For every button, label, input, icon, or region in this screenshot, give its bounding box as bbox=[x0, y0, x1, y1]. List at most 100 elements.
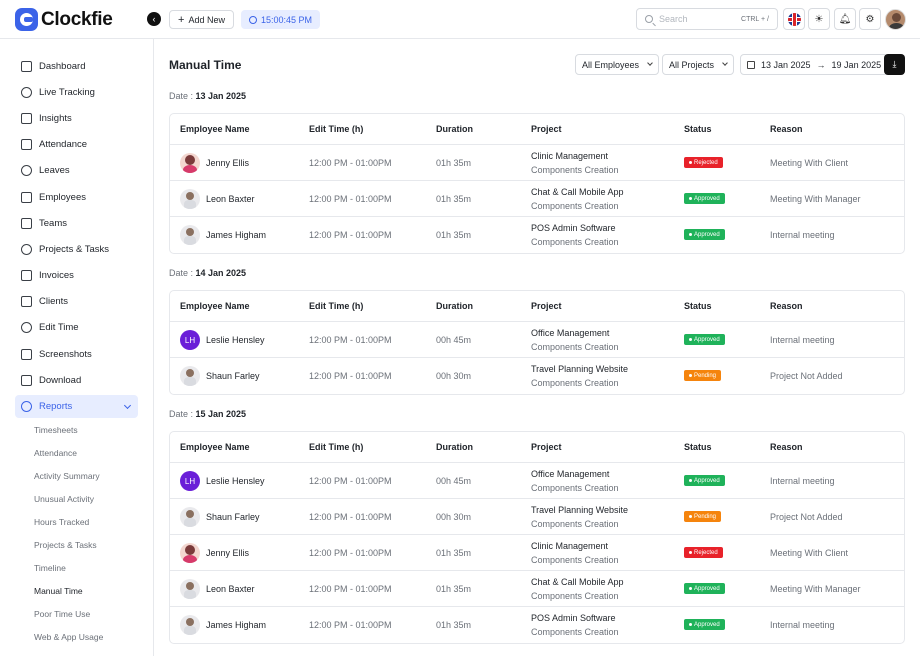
table-row[interactable]: LH Leslie Hensley 12:00 PM - 01:00PM 00h 45… bbox=[170, 322, 904, 358]
reports-sub-item[interactable]: Activity Summary bbox=[34, 471, 100, 481]
date-group-label: Date : 15 Jan 2025 bbox=[169, 409, 246, 419]
project-name: POS Admin Software bbox=[531, 613, 616, 623]
duration-cell: 01h 35m bbox=[436, 548, 472, 558]
sidebar: Dashboard Live Tracking Insights Attendance… bbox=[0, 39, 154, 656]
table-row[interactable]: LH Leslie Hensley 12:00 PM - 01:00PM 00h 45… bbox=[170, 463, 904, 499]
sidebar-item-download[interactable]: Download bbox=[15, 369, 138, 392]
add-new-button[interactable]: + Add New bbox=[169, 10, 234, 29]
table-row[interactable]: James Higham 12:00 PM - 01:00PM 01h 35m POS… bbox=[170, 217, 904, 253]
live-tracking-icon bbox=[21, 87, 32, 98]
employee-name: Shaun Farley bbox=[206, 512, 260, 522]
sidebar-item-reports[interactable]: Reports bbox=[15, 395, 138, 418]
settings-button[interactable]: ⚙ bbox=[859, 8, 881, 30]
sidebar-item-label: Edit Time bbox=[39, 322, 79, 333]
table-row[interactable]: Shaun Farley 12:00 PM - 01:00PM 00h 30m Tra… bbox=[170, 358, 904, 394]
project-name: Clinic Management bbox=[531, 541, 609, 551]
employees-filter[interactable]: All Employees bbox=[575, 54, 660, 75]
table-row[interactable]: James Higham 12:00 PM - 01:00PM 01h 35m POS… bbox=[170, 607, 904, 643]
sidebar-item-live-tracking[interactable]: Live Tracking bbox=[15, 81, 138, 104]
sidebar-item-leaves[interactable]: Leaves bbox=[15, 159, 138, 182]
table-header: Employee Name Edit Time (h) Duration Projec… bbox=[170, 291, 904, 322]
edit-time-cell: 12:00 PM - 01:00PM bbox=[309, 620, 392, 630]
clock-icon bbox=[249, 15, 257, 24]
brand-logo[interactable]: Clockfie bbox=[15, 8, 113, 31]
avatar: LH bbox=[180, 471, 200, 491]
reports-sub-item[interactable]: Poor Time Use bbox=[34, 609, 91, 619]
employee-cell: Leon Baxter bbox=[180, 579, 255, 599]
table-row[interactable]: Leon Baxter 12:00 PM - 01:00PM 01h 35m Chat… bbox=[170, 571, 904, 607]
sidebar-item-label: Attendance bbox=[39, 139, 88, 150]
search-input[interactable]: Search CTRL + / bbox=[636, 8, 778, 30]
sidebar-item-clients[interactable]: Clients bbox=[15, 290, 138, 313]
reason-cell: Project Not Added bbox=[770, 371, 843, 381]
column-header: Duration bbox=[436, 124, 473, 134]
table-row[interactable]: Jenny Ellis 12:00 PM - 01:00PM 01h 35m Clin… bbox=[170, 145, 904, 181]
employee-name: Leslie Hensley bbox=[206, 335, 265, 345]
project-subtask: Components Creation bbox=[531, 378, 619, 388]
date-group-label: Date : 13 Jan 2025 bbox=[169, 91, 246, 101]
project-name: Chat & Call Mobile App bbox=[531, 577, 624, 587]
user-icon bbox=[21, 192, 32, 203]
notifications-button[interactable]: 🔔︎ bbox=[834, 8, 856, 30]
collapse-sidebar-button[interactable]: ‹ bbox=[147, 12, 161, 26]
reports-sub-item[interactable]: Attendance bbox=[34, 448, 78, 458]
download-icon bbox=[21, 375, 32, 386]
table-row[interactable]: Jenny Ellis 12:00 PM - 01:00PM 01h 35m Clin… bbox=[170, 535, 904, 571]
sidebar-item-label: Clients bbox=[39, 296, 69, 307]
column-header: Duration bbox=[436, 301, 473, 311]
reports-sub-item[interactable]: Projects & Tasks bbox=[34, 540, 97, 550]
sun-icon: ☀ bbox=[814, 13, 824, 25]
sidebar-item-dashboard[interactable]: Dashboard bbox=[15, 55, 138, 78]
reports-sub-item[interactable]: Timesheets bbox=[34, 425, 78, 435]
sidebar-item-employees[interactable]: Employees bbox=[15, 186, 138, 209]
table-row[interactable]: Leon Baxter 12:00 PM - 01:00PM 01h 35m Chat… bbox=[170, 181, 904, 217]
search-icon bbox=[645, 15, 653, 23]
sidebar-item-invoices[interactable]: Invoices bbox=[15, 264, 138, 287]
edit-time-cell: 12:00 PM - 01:00PM bbox=[309, 371, 392, 381]
reports-sub-item[interactable]: Unusual Activity bbox=[34, 494, 94, 504]
projects-filter[interactable]: All Projects bbox=[662, 54, 735, 75]
sidebar-item-insights[interactable]: Insights bbox=[15, 107, 138, 130]
avatar bbox=[180, 579, 200, 599]
sidebar-item-projects-tasks[interactable]: Projects & Tasks bbox=[15, 238, 138, 261]
reason-cell: Internal meeting bbox=[770, 335, 835, 345]
reports-sub-item[interactable]: Web & App Usage bbox=[34, 632, 104, 642]
edit-time-cell: 12:00 PM - 01:00PM bbox=[309, 512, 392, 522]
sidebar-item-edit-time[interactable]: Edit Time bbox=[15, 316, 138, 339]
employee-cell: Jenny Ellis bbox=[180, 153, 249, 173]
date-from: 13 Jan 2025 bbox=[761, 59, 811, 70]
reports-sub-item[interactable]: Manual Time bbox=[34, 586, 83, 596]
project-name: Office Management bbox=[531, 469, 610, 479]
sidebar-item-attendance[interactable]: Attendance bbox=[15, 133, 138, 156]
column-header: Edit Time (h) bbox=[309, 442, 364, 452]
avatar bbox=[180, 507, 200, 527]
sidebar-item-screenshots[interactable]: Screenshots bbox=[15, 343, 138, 366]
download-button[interactable]: ⤓ bbox=[884, 54, 905, 75]
reports-sub-item[interactable]: Hours Tracked bbox=[34, 517, 90, 527]
theme-button[interactable]: ☀ bbox=[808, 8, 830, 30]
chevron-down-icon bbox=[123, 401, 132, 410]
column-header: Duration bbox=[436, 442, 473, 452]
sidebar-item-label: Insights bbox=[39, 113, 72, 124]
status-badge: Approved bbox=[684, 193, 725, 204]
table-row[interactable]: Shaun Farley 12:00 PM - 01:00PM 00h 30m Tra… bbox=[170, 499, 904, 535]
project-name: Clinic Management bbox=[531, 151, 609, 161]
reason-cell: Meeting With Manager bbox=[770, 584, 861, 594]
project-subtask: Components Creation bbox=[531, 519, 619, 529]
language-button[interactable] bbox=[783, 8, 805, 30]
arrow-right-icon: → bbox=[816, 59, 826, 70]
column-header: Status bbox=[684, 124, 712, 134]
date-range-picker[interactable]: 13 Jan 2025 → 19 Jan 2025 bbox=[740, 54, 889, 75]
column-header: Status bbox=[684, 442, 712, 452]
clock-icon bbox=[21, 322, 32, 333]
date-value: 13 Jan 2025 bbox=[195, 91, 247, 101]
duration-cell: 00h 30m bbox=[436, 512, 472, 522]
reports-sub-item[interactable]: Timeline bbox=[34, 563, 66, 573]
timer-badge[interactable]: 15:00:45 PM bbox=[241, 10, 321, 29]
sidebar-item-label: Screenshots bbox=[39, 349, 92, 360]
project-subtask: Components Creation bbox=[531, 165, 619, 175]
status-badge: Approved bbox=[684, 334, 725, 345]
reason-cell: Meeting With Manager bbox=[770, 194, 861, 204]
sidebar-item-teams[interactable]: Teams bbox=[15, 212, 138, 235]
user-avatar[interactable] bbox=[885, 9, 906, 30]
